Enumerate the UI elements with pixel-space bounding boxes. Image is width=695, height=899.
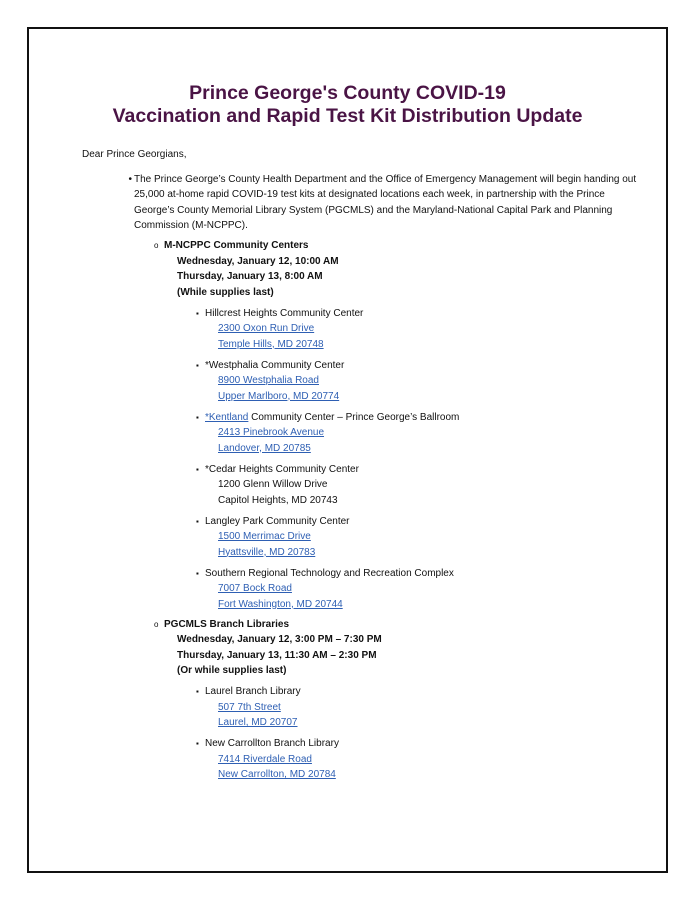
address-text: Capitol Heights, MD 20743 (218, 494, 338, 506)
location-name-text: *Cedar Heights Community Center (205, 463, 359, 475)
location-address2: Upper Marlboro, MD 20774 (205, 389, 642, 405)
address-link[interactable]: 507 7th Street (218, 701, 281, 713)
location-address1: 2413 Pinebrook Avenue (205, 425, 642, 441)
square-bullet-icon: ▪ (196, 308, 199, 318)
location-address2: Landover, MD 20785 (205, 441, 642, 457)
address-link[interactable]: Upper Marlboro, MD 20774 (218, 390, 340, 402)
location-item: ▪ Hillcrest Heights Community Center 2300 … (177, 306, 642, 353)
location-address2: Laurel, MD 20707 (205, 715, 642, 731)
location-address2: New Carrollton, MD 20784 (205, 767, 642, 783)
location-address1: 1200 Glenn Willow Drive (205, 477, 642, 493)
section-date: Thursday, January 13, 8:00 AM (177, 271, 323, 282)
address-link[interactable]: Landover, MD 20785 (218, 442, 311, 454)
greeting: Dear Prince Georgians, (82, 149, 187, 160)
section-date: Wednesday, January 12, 10:00 AM (177, 255, 339, 267)
location-name-text: Laurel Branch Library (205, 686, 301, 697)
location-address1: 1500 Merrimac Drive (205, 529, 642, 545)
section-0: o M-NCPPC Community Centers Wednesday, Jan… (82, 238, 642, 612)
address-link[interactable]: Laurel, MD 20707 (218, 717, 298, 728)
square-bullet-icon: ▪ (196, 464, 199, 474)
circle-bullet-icon: o (154, 619, 159, 629)
location-item: ▪ *Westphalia Community Center 8900 Westph… (177, 358, 642, 405)
location-name: New Carrollton Branch Library (205, 736, 642, 752)
location-name-text: New Carrollton Branch Library (205, 738, 339, 749)
location-address1: 2300 Oxon Run Drive (205, 321, 642, 337)
address-link[interactable]: Temple Hills, MD 20748 (218, 338, 324, 350)
document-body: Dear Prince Georgians, • The Prince Georg… (82, 147, 642, 783)
sections: o M-NCPPC Community Centers Wednesday, Jan… (82, 238, 642, 783)
section-date: Thursday, January 13, 11:30 AM – 2:30 PM (177, 649, 377, 661)
location-address1: 7007 Bock Road (205, 581, 642, 597)
section-heading: M-NCPPC Community Centers (164, 240, 309, 251)
address-link[interactable]: Hyattsville, MD 20783 (218, 546, 316, 558)
location-address2: Hyattsville, MD 20783 (205, 545, 642, 561)
section-date: Wednesday, January 12, 3:00 PM – 7:30 PM (177, 634, 382, 645)
location-name-text: Community Center – Prince George’s Ballr… (248, 411, 460, 423)
location-address1: 8900 Westphalia Road (205, 373, 642, 389)
square-bullet-icon: ▪ (196, 412, 199, 422)
location-name-link[interactable]: *Kentland (205, 411, 249, 423)
section-heading: PGCMLS Branch Libraries (164, 618, 290, 630)
square-bullet-icon: ▪ (196, 739, 199, 748)
intro-bullet: • The Prince George’s County Health Depar… (82, 172, 642, 234)
location-item: ▪ Laurel Branch Library 507 7th Street Lau… (177, 684, 642, 731)
square-bullet-icon: ▪ (196, 568, 199, 578)
address-link[interactable]: 7007 Bock Road (218, 583, 292, 594)
location-item: ▪ New Carrollton Branch Library 7414 River… (177, 736, 642, 783)
location-item: ▪ Southern Regional Technology and Recrea… (177, 566, 642, 613)
location-address1: 507 7th Street (205, 700, 642, 716)
address-link[interactable]: 7414 Riverdale Road (218, 753, 312, 765)
location-name-text: Langley Park Community Center (205, 515, 350, 527)
title-line-2: Vaccination and Rapid Test Kit Distribut… (112, 105, 583, 127)
address-link[interactable]: New Carrollton, MD 20784 (218, 769, 336, 780)
address-link[interactable]: Fort Washington, MD 20744 (218, 598, 343, 610)
location-name-text: Hillcrest Heights Community Center (205, 307, 364, 319)
page-title: Prince George's County COVID-19 Vaccinat… (0, 82, 695, 128)
circle-bullet-icon: o (154, 241, 159, 250)
location-name: *Kentland Community Center – Prince Geor… (205, 410, 642, 426)
location-name: Laurel Branch Library (205, 684, 642, 700)
location-name-text: Southern Regional Technology and Recreat… (205, 567, 454, 579)
bullet-icon: • (128, 173, 132, 185)
location-item: ▪ *Cedar Heights Community Center 1200 Gle… (177, 462, 642, 509)
address-link[interactable]: 1500 Merrimac Drive (218, 531, 311, 542)
section-date: (Or while supplies last) (177, 665, 287, 676)
intro-text: The Prince George’s County Health Depart… (134, 173, 637, 232)
location-address2: Fort Washington, MD 20744 (205, 597, 642, 613)
title-line-1: Prince George's County COVID-19 (189, 82, 506, 104)
location-name: Langley Park Community Center (205, 514, 642, 530)
square-bullet-icon: ▪ (196, 360, 199, 370)
section-1: o PGCMLS Branch Libraries Wednesday, Janua… (82, 617, 642, 783)
address-link[interactable]: 2300 Oxon Run Drive (218, 323, 315, 334)
location-name: *Westphalia Community Center (205, 358, 642, 374)
location-name: *Cedar Heights Community Center (205, 462, 642, 478)
location-name: Southern Regional Technology and Recreat… (205, 566, 642, 582)
location-name: Hillcrest Heights Community Center (205, 306, 642, 322)
page-border (27, 27, 668, 873)
address-link[interactable]: 2413 Pinebrook Avenue (218, 427, 325, 438)
address-link[interactable]: 8900 Westphalia Road (218, 375, 319, 386)
location-item: ▪ Langley Park Community Center 1500 Merri… (177, 514, 642, 561)
location-address2: Capitol Heights, MD 20743 (205, 493, 642, 509)
location-address2: Temple Hills, MD 20748 (205, 337, 642, 353)
address-text: 1200 Glenn Willow Drive (218, 479, 328, 490)
square-bullet-icon: ▪ (196, 687, 199, 696)
square-bullet-icon: ▪ (196, 516, 199, 526)
location-name-text: *Westphalia Community Center (205, 359, 345, 371)
location-item: ▪ *Kentland Community Center – Prince Geo… (177, 410, 642, 457)
location-address1: 7414 Riverdale Road (205, 752, 642, 768)
section-date: (While supplies last) (177, 286, 274, 298)
